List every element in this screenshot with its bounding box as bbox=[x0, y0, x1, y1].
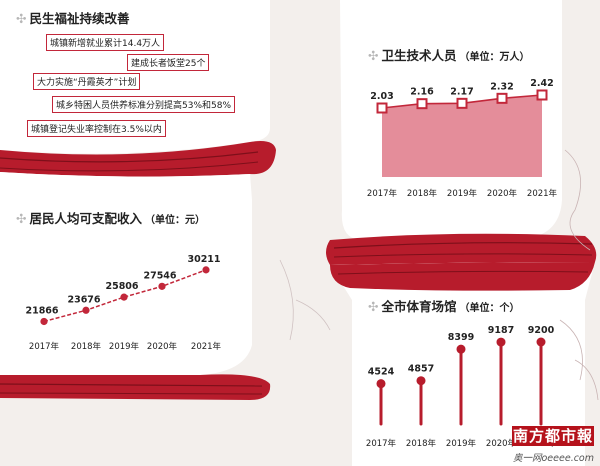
welfare-tag: 城乡特困人员供养标准分别提高53%和58% bbox=[52, 96, 236, 113]
income-value-label: 21866 bbox=[25, 305, 58, 316]
income-value-label: 27546 bbox=[143, 270, 176, 281]
health-value-label: 2.32 bbox=[490, 81, 513, 92]
income-tick-label: 2018年 bbox=[71, 341, 102, 352]
health-point bbox=[456, 97, 468, 109]
plus-icon: ✣ bbox=[368, 299, 379, 314]
plus-icon: ✣ bbox=[16, 211, 27, 226]
income-point bbox=[82, 306, 90, 314]
income-series-line bbox=[43, 269, 207, 323]
newspaper-logo: 南方都市報 bbox=[512, 426, 594, 446]
venues-point bbox=[456, 344, 466, 354]
income-tick-label: 2019年 bbox=[109, 341, 140, 352]
welfare-title-text: 民生福祉持续改善 bbox=[29, 11, 130, 26]
health-tick-label: 2020年 bbox=[487, 188, 518, 199]
venues-point bbox=[376, 379, 386, 389]
income-point bbox=[40, 317, 48, 326]
health-tick-label: 2019年 bbox=[447, 188, 478, 199]
welfare-tag: 大力实施“丹霞英才”计划 bbox=[33, 73, 141, 90]
income-point bbox=[120, 293, 128, 301]
income-point bbox=[202, 266, 210, 274]
health-value-label: 2.42 bbox=[530, 78, 553, 89]
venues-title-text: 全市体育场馆 bbox=[381, 299, 457, 314]
income-tick-label: 2021年 bbox=[191, 341, 222, 352]
health-point bbox=[536, 89, 548, 101]
venues-tick-label: 2017年 bbox=[366, 438, 397, 449]
income-unit: （单位：元） bbox=[145, 215, 205, 226]
income-value-label: 25806 bbox=[105, 281, 138, 292]
welfare-tag: 建成长者饭堂25个 bbox=[127, 54, 210, 71]
health-tick-label: 2021年 bbox=[527, 188, 558, 199]
income-tick-label: 2017年 bbox=[29, 341, 60, 352]
income-point bbox=[158, 282, 166, 290]
health-tick-label: 2017年 bbox=[367, 188, 398, 199]
welfare-tag: 城镇登记失业率控制在3.5%以内 bbox=[27, 120, 166, 137]
plus-icon: ✣ bbox=[16, 11, 27, 26]
health-value-label: 2.03 bbox=[370, 91, 393, 102]
venues-value-label: 4524 bbox=[368, 367, 395, 378]
plus-icon: ✣ bbox=[368, 48, 379, 63]
venues-point bbox=[536, 337, 546, 347]
health-area bbox=[382, 95, 542, 177]
venues-tick-label: 2019年 bbox=[446, 438, 477, 449]
income-title: ✣ 居民人均可支配收入 （单位：元） bbox=[16, 208, 205, 227]
welfare-tag: 城镇新增就业累计14.4万人 bbox=[46, 34, 165, 51]
income-title-text: 居民人均可支配收入 bbox=[29, 211, 142, 226]
income-tick-label: 2020年 bbox=[147, 341, 178, 352]
venues-title: ✣ 全市体育场馆 （单位：个） bbox=[368, 296, 520, 315]
venues-lollipop-chart: 4524 2017年 4857 2018年 8399 2019年 9187 2020年 9200… bbox=[366, 325, 555, 449]
income-value-label: 30211 bbox=[187, 254, 220, 265]
health-title: ✣ 卫生技术人员 （单位：万人） bbox=[368, 45, 530, 64]
site-name: 奥一网oeeee.com bbox=[513, 453, 595, 464]
health-area-chart: 2.03 2017年 2.16 2018年 2.17 2019年 2.32 2020年 2.42… bbox=[367, 78, 558, 199]
health-tick-label: 2018年 bbox=[407, 188, 438, 199]
income-value-label: 23676 bbox=[67, 294, 100, 305]
venues-unit: （单位：个） bbox=[459, 303, 520, 314]
health-value-label: 2.16 bbox=[410, 87, 434, 98]
venues-tick-label: 2018年 bbox=[406, 438, 437, 449]
venues-tick-label: 2020年 bbox=[486, 438, 517, 449]
welfare-title: ✣ 民生福祉持续改善 bbox=[16, 8, 130, 27]
venues-value-label: 9187 bbox=[488, 325, 514, 336]
health-point bbox=[496, 92, 508, 104]
venues-value-label: 9200 bbox=[528, 325, 555, 336]
health-value-label: 2.17 bbox=[450, 86, 473, 97]
health-unit: （单位：万人） bbox=[459, 52, 530, 63]
venues-point bbox=[416, 376, 426, 386]
venues-point bbox=[496, 337, 506, 347]
health-title-text: 卫生技术人员 bbox=[381, 48, 457, 63]
venues-value-label: 4857 bbox=[408, 364, 434, 375]
venues-value-label: 8399 bbox=[448, 332, 474, 343]
health-point bbox=[376, 102, 388, 114]
health-point bbox=[416, 98, 428, 110]
income-line-chart: 21866 2017年 23676 2018年 25806 2019年 27546 2020年… bbox=[25, 254, 222, 352]
